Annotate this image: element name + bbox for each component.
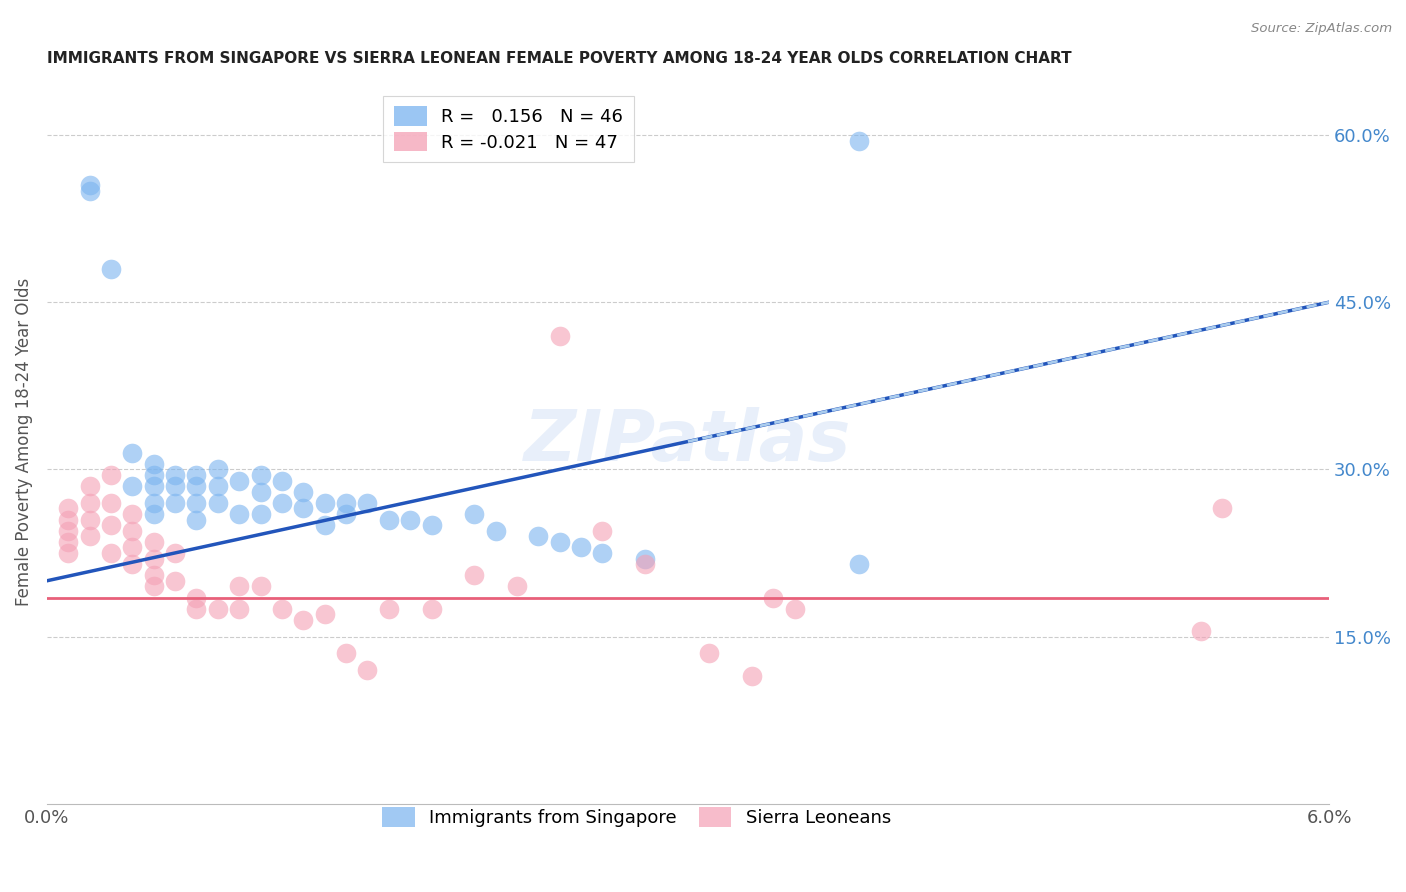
Point xyxy=(100,496,122,510)
Point xyxy=(228,474,250,488)
Point xyxy=(249,484,271,499)
Point xyxy=(100,518,122,533)
Point xyxy=(314,496,336,510)
Point xyxy=(142,496,165,510)
Point xyxy=(165,546,187,560)
Point xyxy=(292,613,315,627)
Point xyxy=(79,512,101,526)
Point xyxy=(142,579,165,593)
Point xyxy=(142,457,165,471)
Point xyxy=(506,579,529,593)
Point xyxy=(121,557,143,571)
Point xyxy=(634,557,657,571)
Point xyxy=(142,534,165,549)
Point xyxy=(378,512,401,526)
Point xyxy=(271,601,294,615)
Point xyxy=(58,534,80,549)
Point xyxy=(207,601,229,615)
Point xyxy=(249,507,271,521)
Point xyxy=(249,579,271,593)
Point xyxy=(548,328,571,343)
Point xyxy=(592,546,614,560)
Point xyxy=(142,507,165,521)
Legend: Immigrants from Singapore, Sierra Leoneans: Immigrants from Singapore, Sierra Leonea… xyxy=(375,800,898,834)
Point xyxy=(100,546,122,560)
Point xyxy=(548,534,571,549)
Point xyxy=(314,518,336,533)
Point xyxy=(378,601,401,615)
Point xyxy=(165,574,187,588)
Point xyxy=(249,467,271,482)
Point xyxy=(485,524,508,538)
Point xyxy=(399,512,422,526)
Point xyxy=(58,524,80,538)
Point xyxy=(79,529,101,543)
Point xyxy=(121,507,143,521)
Point xyxy=(1211,501,1233,516)
Point xyxy=(142,551,165,566)
Point xyxy=(142,479,165,493)
Point xyxy=(228,507,250,521)
Point xyxy=(292,484,315,499)
Point xyxy=(207,479,229,493)
Point xyxy=(58,546,80,560)
Point xyxy=(228,579,250,593)
Point xyxy=(121,479,143,493)
Point xyxy=(228,601,250,615)
Point xyxy=(356,663,378,677)
Point xyxy=(207,462,229,476)
Point xyxy=(463,568,485,582)
Point xyxy=(186,496,208,510)
Point xyxy=(271,496,294,510)
Text: Source: ZipAtlas.com: Source: ZipAtlas.com xyxy=(1251,22,1392,36)
Point xyxy=(783,601,806,615)
Point xyxy=(292,501,315,516)
Point xyxy=(335,507,357,521)
Point xyxy=(121,541,143,555)
Point xyxy=(527,529,550,543)
Point xyxy=(697,646,720,660)
Point xyxy=(186,467,208,482)
Text: IMMIGRANTS FROM SINGAPORE VS SIERRA LEONEAN FEMALE POVERTY AMONG 18-24 YEAR OLDS: IMMIGRANTS FROM SINGAPORE VS SIERRA LEON… xyxy=(46,51,1071,66)
Point xyxy=(1189,624,1212,638)
Point xyxy=(79,479,101,493)
Point xyxy=(634,551,657,566)
Text: ZIPatlas: ZIPatlas xyxy=(524,407,852,476)
Point xyxy=(142,467,165,482)
Point xyxy=(165,467,187,482)
Point xyxy=(463,507,485,521)
Point xyxy=(100,261,122,276)
Y-axis label: Female Poverty Among 18-24 Year Olds: Female Poverty Among 18-24 Year Olds xyxy=(15,277,32,606)
Point xyxy=(420,518,443,533)
Point xyxy=(569,541,592,555)
Point xyxy=(186,479,208,493)
Point xyxy=(186,512,208,526)
Point xyxy=(420,601,443,615)
Point xyxy=(79,178,101,193)
Point xyxy=(271,474,294,488)
Point xyxy=(314,607,336,622)
Point xyxy=(207,496,229,510)
Point xyxy=(848,557,870,571)
Point xyxy=(79,496,101,510)
Point xyxy=(58,512,80,526)
Point xyxy=(186,591,208,605)
Point xyxy=(142,568,165,582)
Point xyxy=(762,591,785,605)
Point xyxy=(165,496,187,510)
Point xyxy=(592,524,614,538)
Point xyxy=(165,479,187,493)
Point xyxy=(58,501,80,516)
Point xyxy=(100,467,122,482)
Point xyxy=(356,496,378,510)
Point xyxy=(186,601,208,615)
Point xyxy=(121,445,143,459)
Point xyxy=(79,184,101,198)
Point xyxy=(741,668,763,682)
Point xyxy=(335,496,357,510)
Point xyxy=(335,646,357,660)
Point xyxy=(121,524,143,538)
Point xyxy=(848,134,870,148)
